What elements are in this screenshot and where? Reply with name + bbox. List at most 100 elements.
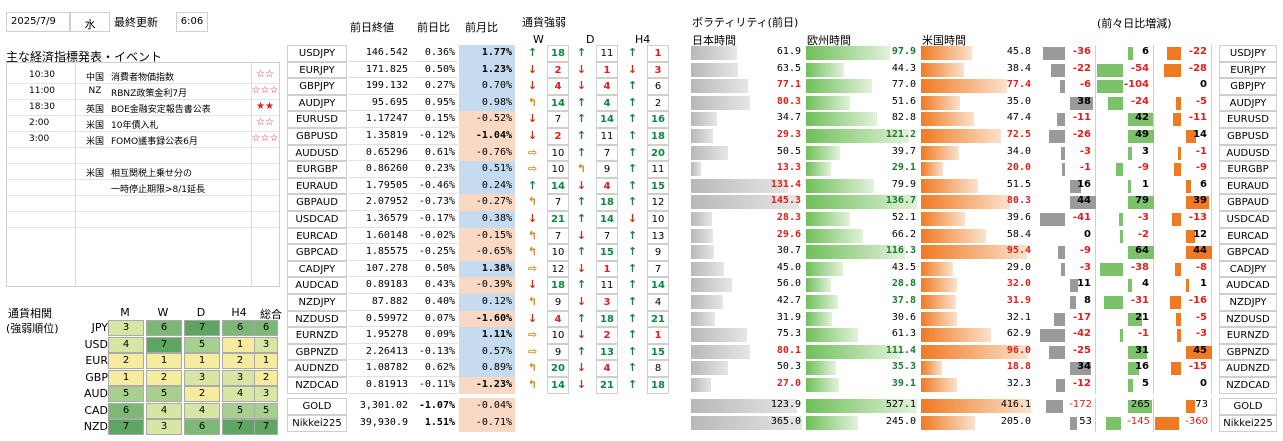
pair-symbol-right[interactable]: GBPNZD	[1219, 343, 1277, 361]
diff-bar	[1177, 329, 1181, 343]
pair-symbol-right[interactable]: NZDJPY	[1219, 294, 1277, 311]
event-country: NZ	[88, 86, 102, 96]
commod-symbol[interactable]: GOLD	[287, 398, 347, 415]
vol-cell: 32.1	[920, 311, 1033, 328]
pair-symbol-right[interactable]: GBPUSD	[1219, 128, 1277, 145]
corr-cell: 5	[254, 402, 278, 419]
diff-cell: 11	[1040, 277, 1096, 294]
pair-symbol[interactable]: EURCAD	[287, 227, 347, 245]
diff-bar	[1097, 63, 1123, 77]
pair-symbol-right[interactable]: GBPAUD	[1219, 194, 1277, 211]
strength-arrow: ↑	[627, 112, 638, 126]
strength-arrow: ⇨	[527, 145, 538, 159]
pair-row: NZDJPY 87.882 0.40% 0.12% ↰ 9 ↓ 3 ↑ 4 42.7 37.8 31.9…	[0, 294, 1283, 311]
dd-value: 0.07%	[412, 311, 458, 328]
vol-cell: 58.4	[920, 228, 1033, 245]
close-value: 1.08782	[348, 360, 411, 377]
pair-symbol[interactable]: USDCAD	[287, 211, 347, 228]
corr-col-M: M	[120, 306, 130, 319]
pair-symbol-right[interactable]: USDJPY	[1219, 45, 1277, 62]
corr-cell: 1	[184, 353, 220, 369]
pair-symbol[interactable]: NZDJPY	[287, 294, 347, 311]
pair-symbol-right[interactable]: GBPJPY	[1219, 78, 1277, 95]
pair-row: GBPNZD 2.26413 -0.13% 0.57% ⇨ 9 ↑ 13 ↑ 15 80.1 111.…	[0, 343, 1283, 361]
corr-cur: CAD	[84, 403, 108, 417]
corr-cell: 3	[254, 336, 278, 353]
pair-symbol-right[interactable]: AUDUSD	[1219, 144, 1277, 162]
close-value: 0.65296	[348, 145, 411, 162]
pair-symbol[interactable]: GBPJPY	[287, 78, 347, 95]
strength-arrow: ↓	[576, 261, 587, 275]
diff-value: -36	[1072, 46, 1091, 57]
pair-symbol-right[interactable]: NZDCAD	[1219, 377, 1277, 394]
vol-value: 50.3	[776, 361, 801, 373]
vol-value: 45.0	[776, 261, 801, 273]
pair-symbol-right[interactable]: AUDCAD	[1219, 277, 1277, 294]
pair-symbol-right[interactable]: EURAUD	[1219, 177, 1277, 195]
pair-symbol[interactable]: NZDCAD	[287, 377, 347, 394]
pair-symbol[interactable]: AUDCAD	[287, 277, 347, 294]
diff-bar	[1097, 80, 1123, 94]
strength-value: 9	[547, 343, 569, 361]
strength-arrow: ↑	[627, 145, 638, 159]
diff-bar	[1058, 246, 1065, 260]
commod-symbol-right[interactable]: GOLD	[1219, 398, 1277, 415]
pair-symbol-right[interactable]: NZDUSD	[1219, 310, 1277, 328]
pair-symbol-right[interactable]: CADJPY	[1219, 260, 1277, 278]
pair-symbol-right[interactable]: EURJPY	[1219, 61, 1277, 79]
vol-cell: 47.4	[920, 111, 1033, 128]
dd-value: 0.40%	[412, 294, 458, 311]
strength-value: 14	[596, 111, 618, 128]
pair-symbol-right[interactable]: AUDNZD	[1219, 360, 1277, 377]
pair-symbol[interactable]: EURUSD	[287, 111, 347, 128]
strength-value: 13	[596, 343, 618, 361]
vol-cell: 51.6	[805, 95, 918, 112]
vol-bar	[921, 162, 943, 177]
pair-symbol-right[interactable]: EURCAD	[1219, 227, 1277, 245]
corr-cell: 5	[184, 336, 220, 353]
corr-cur: EUR	[85, 354, 108, 367]
diff-bar	[1116, 163, 1123, 177]
dm-value: -1.04%	[459, 128, 515, 145]
strength-arrow: ↓	[527, 311, 538, 325]
diff-cell: 265	[1098, 398, 1154, 415]
pair-symbol[interactable]: EURNZD	[287, 327, 347, 344]
pair-symbol[interactable]: EURAUD	[287, 177, 347, 195]
pair-symbol[interactable]: AUDJPY	[287, 94, 347, 112]
pair-symbol[interactable]: GBPUSD	[287, 128, 347, 145]
diff-value: -2	[1137, 228, 1149, 240]
pair-symbol[interactable]: CADJPY	[287, 260, 347, 278]
vol-bar	[691, 328, 747, 343]
pair-symbol[interactable]: GBPCAD	[287, 244, 347, 261]
vol-bar	[806, 399, 917, 413]
vol-value: 95.4	[1006, 245, 1031, 257]
pair-symbol[interactable]: AUDNZD	[287, 360, 347, 377]
pair-symbol-right[interactable]: EURUSD	[1219, 111, 1277, 128]
pair-symbol[interactable]: EURGBP	[287, 161, 347, 178]
commod-symbol[interactable]: Nikkei225	[287, 415, 347, 432]
pair-symbol[interactable]: GBPNZD	[287, 343, 347, 361]
vol-cell: 31.9	[690, 311, 803, 328]
pair-symbol-right[interactable]: USDCAD	[1219, 211, 1277, 228]
diff-bar	[1043, 47, 1065, 60]
diff-bar	[1128, 130, 1154, 143]
vol-bar	[806, 195, 917, 210]
pair-symbol-right[interactable]: EURGBP	[1219, 161, 1277, 178]
vol-cell: 121.2	[805, 128, 918, 145]
vol-value: 34.7	[776, 112, 801, 124]
pair-symbol-right[interactable]: AUDJPY	[1219, 94, 1277, 112]
pair-symbol[interactable]: GBPAUD	[287, 194, 347, 211]
pair-symbol-right[interactable]: EURNZD	[1219, 327, 1277, 344]
pair-symbol-right[interactable]: GBPCAD	[1219, 244, 1277, 261]
pair-symbol[interactable]: EURJPY	[287, 61, 347, 79]
commod-symbol-right[interactable]: Nikkei225	[1219, 415, 1277, 432]
diff-value: 44	[1077, 195, 1091, 207]
vol-value: 75.3	[776, 328, 801, 340]
vol-bar	[921, 261, 953, 276]
strength-arrow: ↑	[627, 228, 638, 242]
pair-symbol[interactable]: NZDUSD	[287, 310, 347, 328]
vol-value: 42.7	[776, 295, 801, 306]
pair-symbol[interactable]: AUDUSD	[287, 144, 347, 162]
vol-value: 37.8	[891, 295, 916, 306]
pair-symbol[interactable]: USDJPY	[287, 45, 347, 62]
